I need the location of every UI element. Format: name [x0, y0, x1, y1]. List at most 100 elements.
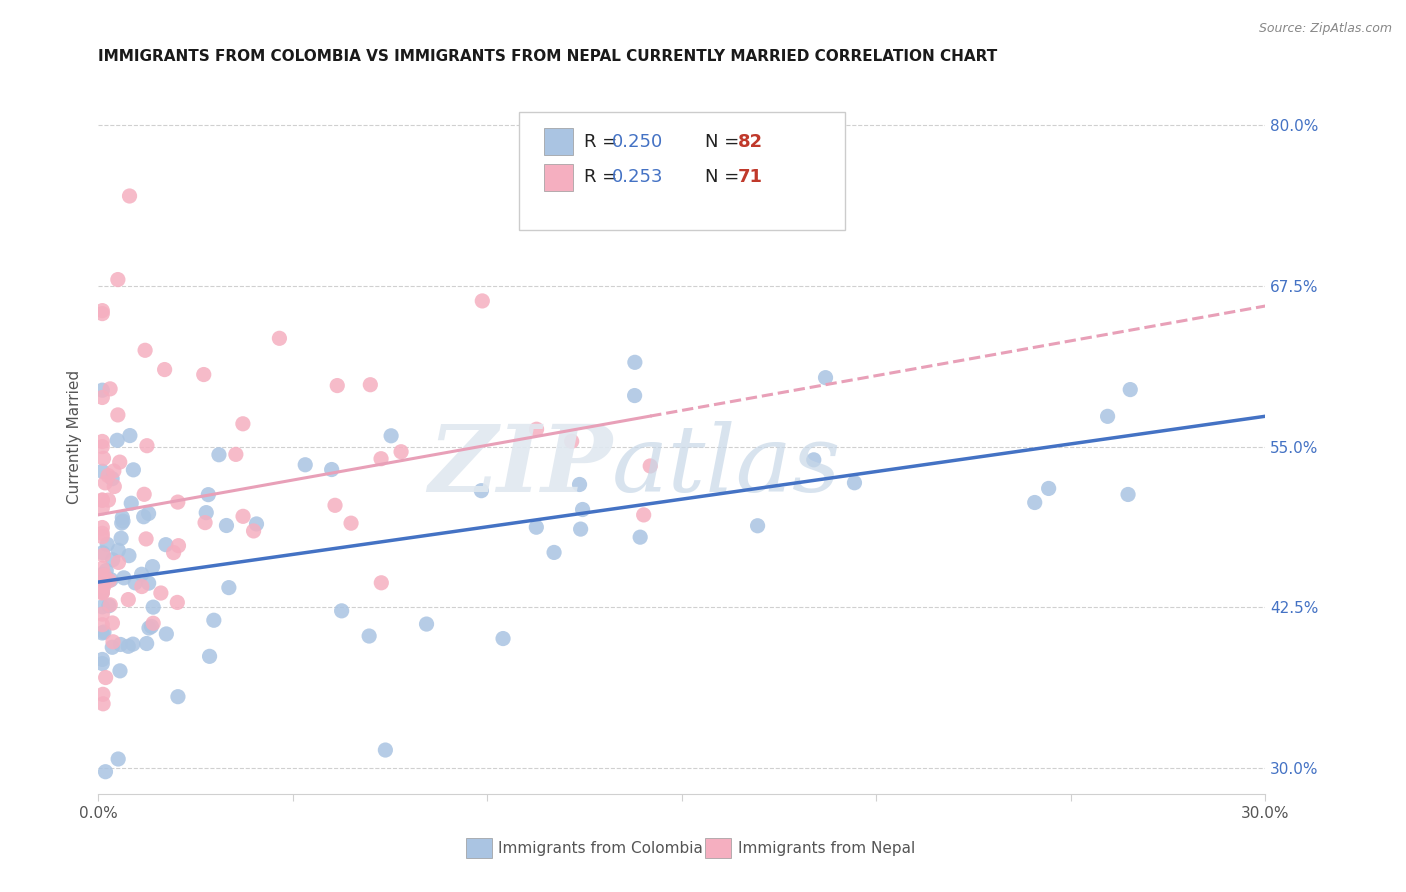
Point	[232, 509, 254, 524]
Point	[120, 496, 142, 510]
Point	[1097, 409, 1119, 424]
Point	[93, 568, 115, 582]
Point	[118, 189, 141, 203]
Point	[91, 607, 114, 621]
Text: Immigrants from Nepal: Immigrants from Nepal	[738, 840, 915, 855]
Point	[101, 553, 124, 567]
Point	[131, 580, 153, 594]
Text: R =: R =	[583, 133, 623, 151]
Point	[134, 343, 156, 358]
Point	[122, 637, 145, 651]
Point	[142, 600, 165, 615]
Point	[1038, 482, 1060, 496]
Point	[91, 520, 114, 534]
Point	[91, 652, 114, 666]
Point	[93, 625, 115, 640]
Text: Immigrants from Colombia: Immigrants from Colombia	[498, 840, 703, 855]
Point	[380, 429, 402, 443]
Point	[138, 576, 160, 591]
Point	[98, 574, 121, 588]
Point	[112, 571, 135, 585]
Point	[141, 559, 163, 574]
Point	[138, 621, 160, 635]
Point	[389, 444, 412, 458]
Text: atlas: atlas	[612, 421, 841, 510]
Point	[108, 455, 131, 469]
Point	[91, 657, 114, 671]
Point	[155, 538, 177, 552]
Point	[202, 613, 225, 627]
Point	[91, 440, 114, 454]
Point	[155, 627, 177, 641]
Point	[91, 492, 114, 507]
Point	[624, 355, 647, 369]
Point	[135, 636, 157, 650]
Point	[218, 581, 240, 595]
Point	[193, 368, 215, 382]
Point	[844, 475, 866, 490]
Point	[91, 307, 114, 321]
Point	[138, 507, 160, 521]
Point	[103, 479, 125, 493]
Point	[814, 370, 837, 384]
Point	[91, 526, 114, 541]
Point	[136, 439, 159, 453]
Point	[91, 599, 114, 614]
Point	[166, 595, 188, 609]
Point	[167, 539, 190, 553]
Point	[232, 417, 254, 431]
Point	[91, 585, 114, 599]
FancyBboxPatch shape	[706, 838, 731, 858]
Point	[321, 462, 343, 476]
Point	[142, 616, 165, 631]
Point	[132, 509, 155, 524]
Point	[97, 468, 120, 483]
Point	[197, 488, 219, 502]
Point	[94, 575, 117, 590]
Point	[166, 495, 188, 509]
Text: 0.250: 0.250	[612, 133, 664, 151]
Point	[134, 487, 156, 501]
Point	[96, 537, 118, 551]
Point	[94, 764, 117, 779]
Point	[118, 549, 141, 563]
Point	[198, 649, 221, 664]
Point	[98, 382, 121, 396]
Point	[107, 752, 129, 766]
Point	[492, 632, 515, 646]
Point	[623, 388, 645, 402]
Point	[370, 451, 392, 466]
Point	[242, 524, 264, 538]
Point	[94, 671, 117, 685]
Point	[93, 451, 115, 466]
Point	[294, 458, 316, 472]
Point	[91, 546, 114, 560]
Point	[93, 548, 115, 562]
Point	[153, 362, 176, 376]
Point	[195, 506, 218, 520]
Text: IMMIGRANTS FROM COLOMBIA VS IMMIGRANTS FROM NEPAL CURRENTLY MARRIED CORRELATION : IMMIGRANTS FROM COLOMBIA VS IMMIGRANTS F…	[98, 49, 998, 64]
Point	[111, 510, 134, 524]
Point	[91, 500, 114, 515]
Point	[569, 522, 592, 536]
Text: 0.253: 0.253	[612, 169, 664, 186]
Point	[1119, 383, 1142, 397]
Point	[568, 477, 591, 491]
Point	[370, 575, 392, 590]
Point	[245, 516, 267, 531]
Point	[91, 697, 114, 711]
Point	[91, 687, 114, 701]
Point	[269, 331, 291, 345]
Point	[330, 604, 353, 618]
Point	[135, 532, 157, 546]
FancyBboxPatch shape	[519, 112, 845, 230]
Point	[1116, 487, 1139, 501]
Point	[100, 573, 122, 587]
Point	[208, 448, 231, 462]
Point	[91, 383, 114, 397]
Point	[561, 434, 583, 449]
Text: R =: R =	[583, 169, 623, 186]
Point	[323, 498, 346, 512]
Point	[91, 530, 114, 544]
Point	[96, 564, 118, 578]
